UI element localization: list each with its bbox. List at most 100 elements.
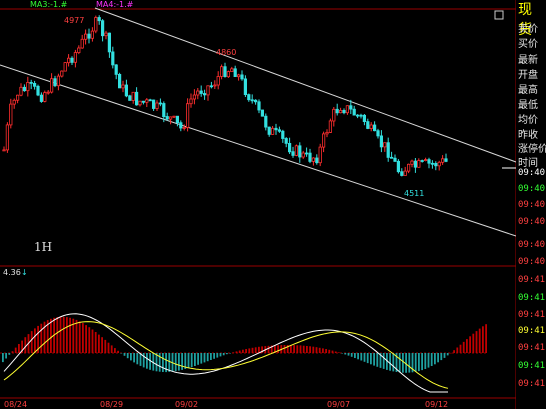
macd-bar [203, 353, 206, 363]
macd-bar [296, 345, 299, 353]
candle-body [376, 130, 380, 137]
macd-bar [46, 320, 49, 353]
candle-body [67, 57, 71, 64]
macd-bar [18, 344, 20, 353]
macd-bar [405, 353, 407, 373]
candle-body [287, 142, 292, 153]
candle-body [294, 145, 299, 156]
macd-bar [334, 351, 337, 353]
macd-bar [286, 345, 289, 353]
candle-body [131, 91, 135, 101]
macd-bar [450, 352, 452, 354]
candle-body [118, 74, 122, 89]
macd-bar [283, 345, 286, 353]
candle-body [12, 99, 16, 105]
candle-body [345, 105, 350, 114]
candle-body [73, 52, 77, 63]
candle-body [148, 99, 152, 102]
macd-bar [50, 318, 52, 353]
candle-body [396, 160, 401, 173]
candle-body [383, 142, 387, 148]
candle-body [413, 160, 418, 168]
macd-bar [421, 353, 423, 371]
candle-body [206, 85, 210, 96]
channel-upper-line [94, 7, 517, 163]
macd-histogram [2, 316, 487, 373]
candle-body [328, 120, 333, 133]
candle-body [342, 110, 346, 114]
macd-bar [357, 353, 359, 360]
candle-body [114, 64, 118, 75]
candle-body [145, 99, 149, 103]
macd-bar [325, 349, 327, 353]
candle-body [304, 152, 309, 155]
macd-bar [114, 348, 116, 353]
macd-bar [395, 353, 398, 372]
candle-body [291, 151, 295, 156]
candle-body [15, 94, 20, 101]
candlesticks [2, 15, 448, 177]
macd-bar [162, 353, 164, 372]
quote-field-label: 时间 [518, 158, 538, 169]
macd-bar [178, 353, 180, 371]
channel-lower-line [0, 64, 517, 237]
macd-dea-line [3, 321, 449, 389]
date-label: 09/12 [425, 400, 449, 409]
candle-body [199, 90, 203, 94]
tick-time: 09:40 [518, 200, 546, 210]
candle-body [274, 127, 278, 131]
macd-bar [98, 334, 100, 353]
corner-box[interactable] [494, 10, 504, 20]
macd-bar [91, 329, 94, 353]
macd-bar [456, 347, 459, 353]
macd-bar [440, 353, 443, 361]
candle-body [185, 103, 190, 128]
macd-bar [123, 353, 126, 356]
macd-bar [376, 353, 379, 367]
macd-bar [219, 353, 222, 357]
macd-bar [149, 353, 151, 370]
quote-field-label: 买价 [518, 39, 538, 50]
candle-body [111, 51, 115, 66]
candle-body [318, 146, 322, 164]
macd-bar [386, 353, 388, 370]
macd-bar [424, 353, 427, 369]
macd-bar [482, 326, 484, 353]
candle-body [175, 115, 179, 124]
candle-body [168, 116, 173, 120]
macd-bar [136, 353, 139, 365]
macd-bar [194, 353, 196, 366]
tick-time: 09:41 [518, 361, 546, 371]
candle-body [151, 99, 156, 109]
macd-bar [267, 345, 270, 353]
candle-body [182, 127, 186, 129]
macd-bar [363, 353, 366, 362]
sub-value-label: 4.36 [3, 268, 21, 277]
macd-bar [107, 342, 110, 353]
candle-body [440, 158, 445, 163]
macd-bar [318, 347, 321, 353]
macd-bar [434, 353, 436, 365]
candle-body [155, 102, 159, 109]
macd-bar [290, 345, 292, 353]
candle-body [87, 33, 91, 39]
candle-body [434, 162, 438, 167]
quote-field-label: 最低 [518, 100, 538, 111]
macd-bar [14, 347, 17, 353]
candle-body [417, 160, 421, 168]
candle-body [430, 162, 435, 165]
candle-body [257, 101, 261, 111]
candle-body [243, 78, 247, 96]
candle-body [352, 108, 356, 116]
candle-body [141, 100, 145, 103]
macd-bar [443, 353, 446, 358]
macd-bar [261, 346, 263, 353]
tick-time: 09:40 [518, 240, 546, 250]
macd-bar [101, 337, 103, 353]
macd-bar [446, 353, 449, 356]
macd-bar [110, 345, 113, 353]
candle-body [60, 70, 64, 77]
macd-bar [274, 345, 276, 353]
candle-body [223, 66, 227, 77]
